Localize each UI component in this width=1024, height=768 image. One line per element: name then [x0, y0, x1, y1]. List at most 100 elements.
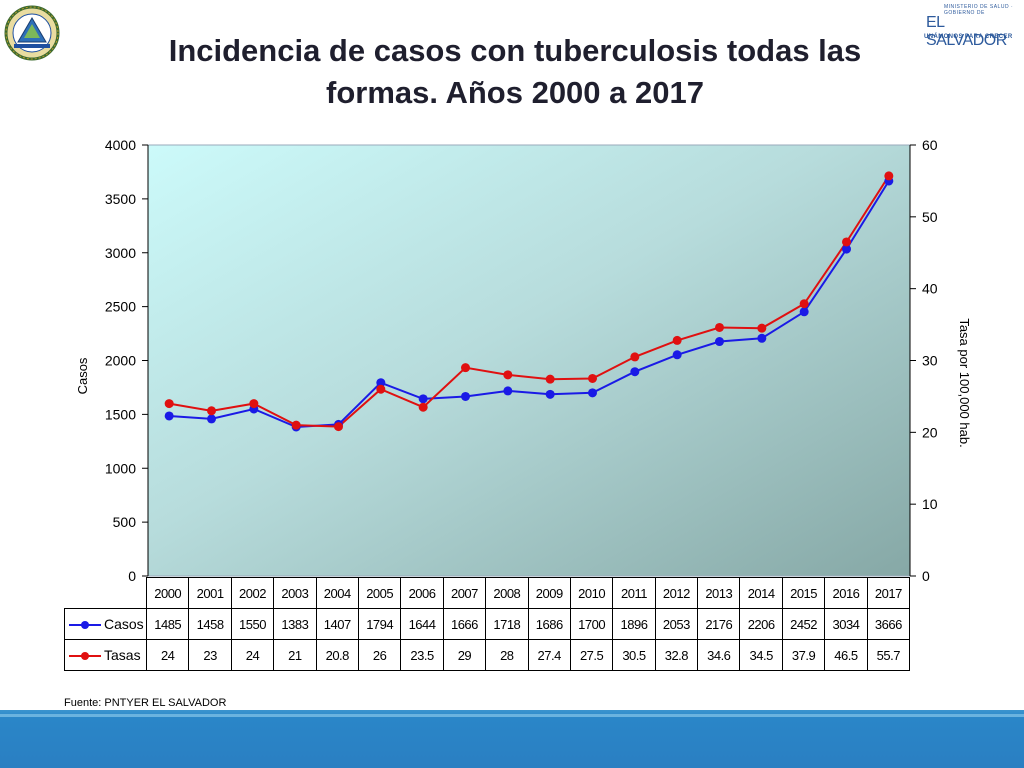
legend-tasas-label: Tasas	[104, 647, 141, 663]
y2-tick-label: 50	[922, 209, 938, 225]
x-category-label: 2007	[442, 577, 487, 609]
y2-tick-label: 10	[922, 496, 938, 512]
data-point-casos	[461, 391, 470, 401]
y-tick-label: 4000	[105, 137, 136, 153]
y-tick-label: 0	[128, 568, 136, 584]
data-label-casos: 1794	[357, 608, 402, 640]
data-label-casos: 1666	[442, 608, 487, 640]
legend-casos-swatch-icon	[69, 621, 101, 630]
data-point-casos	[545, 389, 555, 399]
data-label-tasas: 21	[273, 639, 317, 671]
y-tick-label: 3500	[105, 191, 136, 207]
data-label-casos: 1896	[612, 608, 656, 640]
x-category-label: 2002	[230, 577, 275, 609]
legend-casos-label: Casos	[104, 616, 144, 632]
coat-of-arms-logo	[4, 4, 60, 62]
slide-title: Incidencia de casos con tuberculosis tod…	[168, 33, 862, 110]
data-point-casos	[672, 350, 682, 360]
data-label-tasas: 55.7	[866, 639, 911, 671]
data-label-tasas: 32.8	[654, 639, 699, 671]
legend-casos: Casos	[64, 608, 147, 640]
data-table: 2000 2001 2002 2003 2004 2005 2006 2007 2008 2009…	[64, 577, 911, 671]
data-label-casos: 1644	[400, 608, 444, 640]
x-category-label: 2005	[357, 577, 402, 609]
data-label-tasas: 27.5	[569, 639, 614, 671]
data-point-tasas	[461, 363, 470, 373]
data-point-casos	[164, 411, 174, 421]
data-label-tasas: 34.6	[697, 639, 741, 671]
data-point-tasas	[799, 299, 809, 309]
source-note: Fuente: PNTYER EL SALVADOR	[64, 697, 227, 709]
y2-tick-label: 40	[922, 281, 938, 297]
data-point-tasas	[376, 384, 386, 394]
data-label-casos: 1686	[527, 608, 571, 640]
data-point-tasas	[884, 171, 894, 181]
data-point-tasas	[630, 352, 640, 362]
data-label-casos: 3666	[866, 608, 911, 640]
x-category-label: 2014	[739, 577, 783, 609]
table-row-tasas: Tasas 24 23 24 21 20.8 26 23.5 29 28 27.4 27.5 30.5…	[64, 639, 911, 671]
data-point-tasas	[207, 406, 216, 416]
x-category-label: 2003	[273, 577, 317, 609]
data-label-tasas: 26	[357, 639, 402, 671]
data-label-tasas: 20.8	[315, 639, 359, 671]
x-category-label: 2016	[824, 577, 868, 609]
data-label-tasas: 23.5	[400, 639, 444, 671]
data-label-casos: 3034	[824, 608, 868, 640]
data-label-tasas: 24	[145, 639, 190, 671]
data-point-casos	[207, 414, 216, 424]
x-category-label: 2017	[866, 577, 911, 609]
x-category-label: 2009	[527, 577, 571, 609]
data-point-casos	[418, 394, 428, 404]
y-tick-label: 1000	[105, 460, 136, 476]
data-label-casos: 1383	[273, 608, 317, 640]
data-point-casos	[630, 367, 640, 377]
data-label-casos: 1458	[188, 608, 232, 640]
data-label-casos: 1700	[569, 608, 614, 640]
data-point-casos	[757, 333, 767, 343]
data-label-casos: 1407	[315, 608, 359, 640]
data-label-tasas: 46.5	[824, 639, 868, 671]
y-tick-label: 3000	[105, 245, 136, 261]
x-category-label: 2004	[315, 577, 359, 609]
el-salvador-gov-logo: MINISTERIO DE SALUD · GOBIERNO DE EL SAL…	[910, 2, 1020, 49]
x-category-label: 2012	[654, 577, 699, 609]
plot-area	[147, 144, 911, 577]
x-category-label: 2013	[697, 577, 741, 609]
data-label-casos: 2206	[739, 608, 783, 640]
data-label-casos: 2053	[654, 608, 699, 640]
footer-band	[0, 710, 1024, 768]
tb-incidence-chart: 0 500 1000 1500 2000 2500 3000 3500 4000 0 10 20 30 4…	[75, 137, 972, 584]
x-category-label: 2010	[569, 577, 614, 609]
data-point-casos	[376, 378, 386, 388]
y2-axis-label: Tasa por 100,000 hab.	[957, 318, 972, 447]
data-point-tasas	[164, 399, 174, 409]
data-label-casos: 1718	[485, 608, 529, 640]
series-line-tasas	[169, 175, 890, 428]
data-point-casos	[588, 388, 597, 398]
y2-tick-label: 0	[922, 568, 930, 584]
y2-tick-label: 60	[922, 137, 938, 153]
data-point-casos	[503, 386, 513, 396]
data-point-tasas	[757, 323, 767, 333]
data-label-casos: 1485	[145, 608, 190, 640]
data-point-casos	[715, 337, 724, 347]
data-label-tasas: 37.9	[781, 639, 826, 671]
data-label-tasas: 34.5	[739, 639, 783, 671]
y-tick-label: 1500	[105, 406, 136, 422]
data-point-tasas	[503, 370, 513, 380]
table-corner	[65, 578, 147, 609]
data-label-casos: 2452	[781, 608, 826, 640]
data-point-tasas	[418, 402, 428, 412]
data-label-tasas: 28	[485, 639, 529, 671]
y-axis-label: Casos	[75, 357, 90, 394]
x-category-label: 2001	[188, 577, 232, 609]
x-category-label: 2008	[485, 577, 529, 609]
data-point-tasas	[715, 322, 724, 332]
x-category-label: 2006	[400, 577, 444, 609]
data-label-tasas: 30.5	[612, 639, 656, 671]
data-label-tasas: 27.4	[527, 639, 571, 671]
data-point-tasas	[334, 422, 343, 432]
data-label-tasas: 23	[188, 639, 232, 671]
data-label-casos: 1550	[230, 608, 275, 640]
